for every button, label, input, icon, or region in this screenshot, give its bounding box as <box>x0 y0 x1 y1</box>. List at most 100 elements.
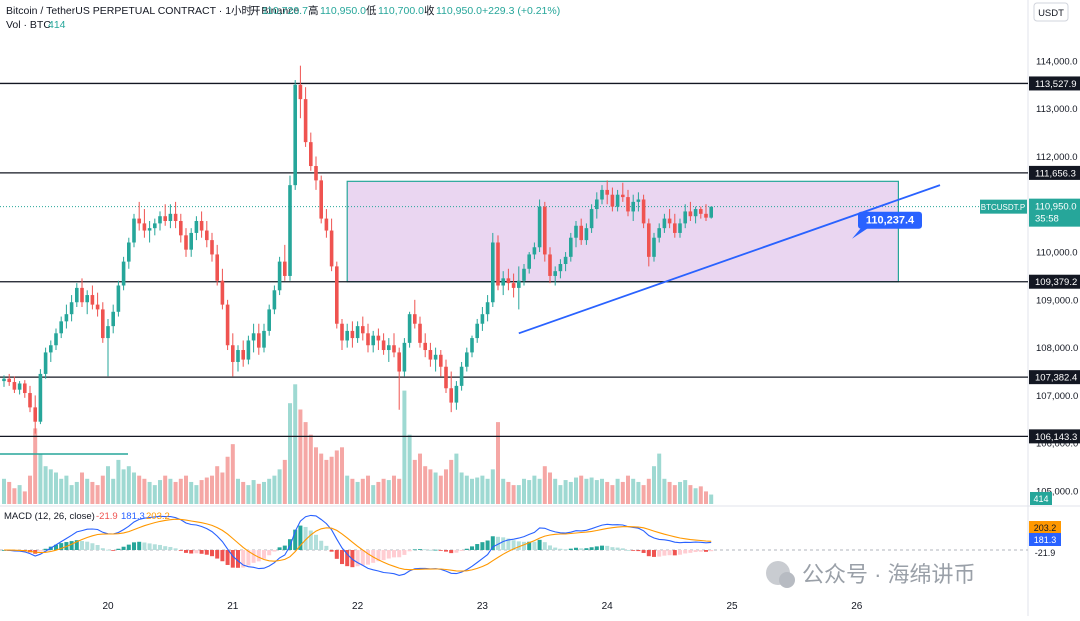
volume-bar <box>568 481 573 504</box>
volume-bar <box>366 475 370 504</box>
macd-histogram-bar <box>459 550 464 551</box>
candle-body <box>121 261 126 286</box>
candle-body <box>23 383 27 394</box>
candle-body <box>314 166 318 181</box>
volume-bar <box>501 478 506 504</box>
candle-body <box>184 235 188 250</box>
volume-bar <box>43 466 48 504</box>
macd-histogram-bar <box>366 550 370 565</box>
macd-histogram-bar <box>584 548 589 550</box>
trend-line[interactable] <box>518 184 941 335</box>
macd-histogram-bar <box>199 550 204 554</box>
macd-histogram-bar <box>189 550 194 554</box>
candle-body <box>402 342 407 372</box>
volume-bar <box>319 453 324 504</box>
macd-histogram-bar <box>516 541 521 550</box>
candle-body <box>220 280 225 305</box>
candle-body <box>678 223 682 233</box>
macd-pane <box>0 514 1028 576</box>
volume-bar <box>251 480 256 504</box>
macd-histogram-bar <box>563 549 568 551</box>
price-axis[interactable]: 105,000.0 106,000.0 107,000.0 108,000.0 109,… <box>980 56 1080 559</box>
macd-histogram-bar <box>74 540 79 550</box>
macd-histogram-bar <box>147 543 152 550</box>
volume-bar <box>137 475 142 504</box>
macd-histogram-bar <box>631 550 636 551</box>
candle-body <box>366 333 370 346</box>
currency-button[interactable] <box>1033 2 1069 22</box>
volume-bar <box>163 475 168 504</box>
range-box[interactable] <box>0 180 1028 283</box>
volume-bar <box>334 450 339 504</box>
candle-body <box>54 333 58 346</box>
macd-histogram-bar <box>267 550 272 556</box>
volume-bar <box>178 478 183 504</box>
macd-histogram-bar <box>558 548 563 550</box>
volume-bar <box>308 434 313 504</box>
macd-axis-tag-bg <box>1029 533 1061 546</box>
last-price-tag-bg[interactable] <box>1029 198 1080 227</box>
macd-histogram-bar <box>605 545 610 550</box>
horizontal-levels[interactable]: 113,527.9 111,656.3 109,379.2 107,382.4 106,… <box>0 76 1080 444</box>
macd-histogram-bar <box>480 542 485 550</box>
volume-bar <box>329 456 334 504</box>
volume-bar <box>506 481 511 504</box>
macd-histogram-bar <box>360 550 365 566</box>
candle-body <box>704 213 708 218</box>
macd-histogram-bar <box>329 550 334 552</box>
candle-body <box>636 199 641 202</box>
time-tick-label: 26 <box>851 601 863 612</box>
macd-histogram-bar <box>142 542 147 550</box>
volume-bar <box>340 447 344 504</box>
volume-bar <box>121 469 126 504</box>
volume-bar <box>516 485 521 504</box>
macd-histogram-bar <box>194 550 199 554</box>
volume-bar <box>652 466 656 504</box>
candle-body <box>277 261 282 291</box>
candle-body <box>397 352 401 372</box>
macd-histogram-bar <box>506 538 511 550</box>
volume-bar <box>12 488 17 504</box>
macd-histogram-bar <box>95 545 100 550</box>
trendline[interactable]: 110,237.4 <box>518 184 941 335</box>
candle-body <box>132 218 136 243</box>
candle-body <box>371 335 375 346</box>
candle-body <box>158 216 162 224</box>
macd-histogram-bar <box>392 550 396 558</box>
macd-histogram-bar <box>293 529 298 550</box>
macd-histogram-bar <box>246 550 251 566</box>
candle-body <box>59 321 63 334</box>
time-tick-label: 20 <box>102 601 114 612</box>
level-label: 109,379.2 <box>1035 277 1077 288</box>
volume-bar <box>454 453 459 504</box>
candle-body <box>667 218 672 224</box>
level-label-bg <box>1029 274 1080 289</box>
macd-histogram-bar <box>615 547 620 550</box>
candle-body <box>163 216 167 221</box>
candle-body <box>584 228 589 241</box>
macd-histogram-bar <box>464 548 469 550</box>
volume-bar <box>444 469 448 504</box>
watermark-text: 公众号 · 海绵讲币 <box>802 562 976 587</box>
volume-bar <box>631 478 636 504</box>
volume-bar <box>282 459 287 504</box>
candle-body <box>485 302 490 315</box>
candle-body <box>262 330 266 348</box>
candle-body <box>199 220 204 231</box>
volume-bar <box>28 475 32 504</box>
candle-body <box>28 393 32 408</box>
candle-body <box>610 194 615 207</box>
high-label: 高 <box>308 4 319 17</box>
volume-bar <box>126 466 131 504</box>
candle-body <box>600 189 604 200</box>
time-axis[interactable]: 20 21 22 23 24 25 26 <box>102 601 862 612</box>
candle-body <box>465 352 469 367</box>
candle-body <box>43 352 48 374</box>
macd-histogram-bar <box>152 544 157 550</box>
macd-line-value: 181.3 <box>121 511 145 522</box>
macd-histogram-bar <box>314 534 318 550</box>
candle-body <box>49 345 53 353</box>
volume-bar <box>397 478 402 504</box>
